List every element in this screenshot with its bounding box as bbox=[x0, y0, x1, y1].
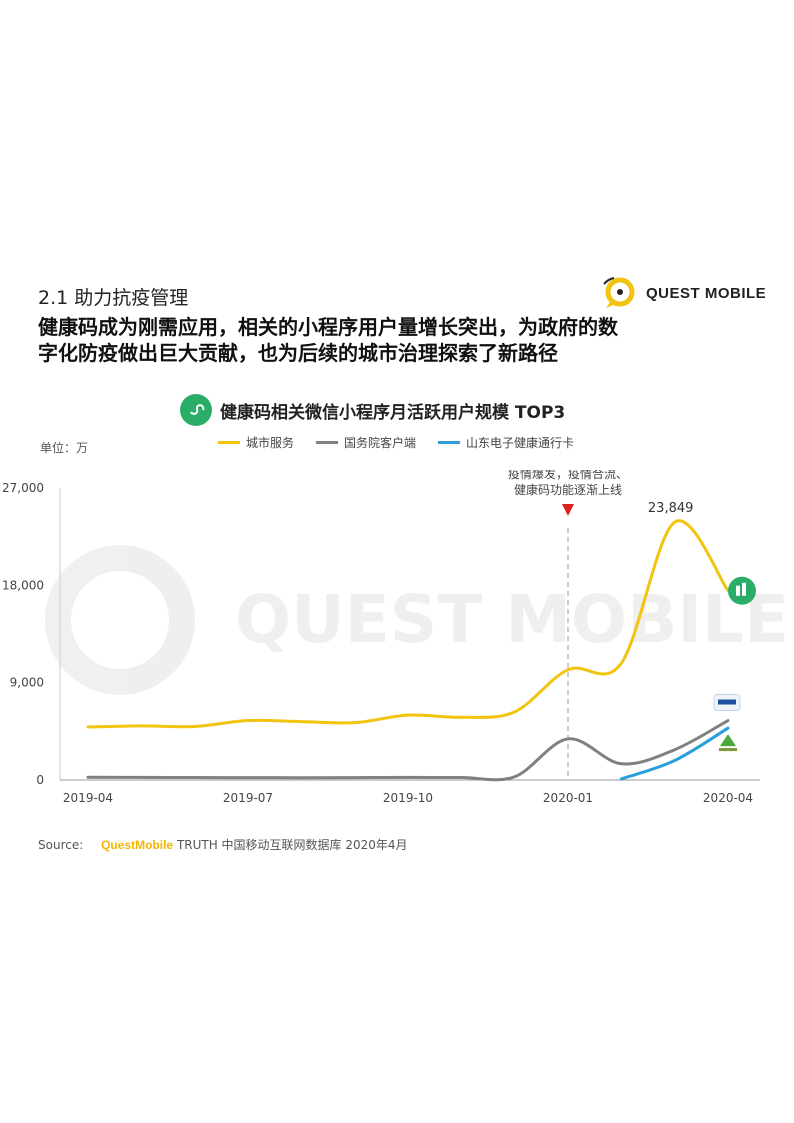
quest-mobile-logo-icon bbox=[603, 277, 635, 308]
state-council-app-icon bbox=[713, 694, 741, 712]
legend-item: 山东电子健康通行卡 bbox=[438, 434, 574, 451]
watermark-text: QUEST MOBILE bbox=[235, 581, 789, 658]
peak-data-label: 23,849 bbox=[648, 501, 694, 516]
x-tick-label: 2019-07 bbox=[223, 791, 273, 805]
brand-name: QUEST MOBILE bbox=[646, 284, 767, 302]
legend-item: 国务院客户端 bbox=[316, 434, 416, 451]
shandong-health-pass-icon bbox=[719, 734, 737, 752]
legend-swatch bbox=[218, 441, 240, 444]
unit-label: 单位：万 bbox=[40, 441, 89, 455]
source-line: Source: QuestMobile TRUTH 中国移动互联网数据库 202… bbox=[38, 836, 408, 853]
legend-item: 城市服务 bbox=[218, 434, 294, 451]
source-brand: QuestMobile bbox=[101, 838, 174, 852]
legend: 城市服务 国务院客户端 山东电子健康通行卡 bbox=[218, 434, 596, 451]
line-chart: QUEST MOBILE 0 9,000 18,000 27,000 2019-04 20… bbox=[2, 470, 789, 805]
mini-program-icon bbox=[180, 394, 212, 426]
series-line bbox=[86, 519, 730, 729]
chart-title-group: 健康码相关微信小程序月活跃用户规模 TOP3 bbox=[180, 394, 565, 426]
annotation-text: 疫情爆发，疫情合流、 bbox=[508, 470, 628, 481]
y-tick-label: 9,000 bbox=[10, 676, 44, 690]
legend-swatch bbox=[438, 441, 461, 444]
legend-swatch bbox=[316, 441, 339, 444]
watermark: QUEST MOBILE bbox=[45, 545, 789, 695]
section-title: 2.1 助力抗疫管理 bbox=[38, 287, 189, 309]
legend-label: 山东电子健康通行卡 bbox=[466, 436, 575, 450]
x-tick-label: 2020-01 bbox=[543, 791, 593, 805]
source-text: TRUTH 中国移动互联网数据库 2020年4月 bbox=[176, 838, 408, 852]
annotation-text: 健康码功能逐渐上线 bbox=[514, 482, 622, 497]
x-tick-label: 2019-04 bbox=[63, 791, 113, 805]
series-line bbox=[86, 719, 730, 782]
legend-label: 城市服务 bbox=[246, 436, 295, 450]
source-label: Source: bbox=[38, 838, 84, 852]
headline: 健康码成为刚需应用，相关的小程序用户量增长突出，为政府的数字化防疫做出巨大贡献，… bbox=[38, 315, 618, 365]
y-tick-label: 0 bbox=[36, 773, 44, 787]
x-tick-label: 2019-10 bbox=[383, 791, 433, 805]
chart-title: 健康码相关微信小程序月活跃用户规模 TOP3 bbox=[220, 402, 566, 423]
y-tick-label: 18,000 bbox=[2, 578, 44, 592]
y-tick-label: 27,000 bbox=[2, 481, 44, 495]
brand-logo: QUEST MOBILE bbox=[600, 276, 766, 310]
annotation-marker-icon bbox=[562, 504, 574, 516]
series-line bbox=[619, 726, 730, 781]
city-service-icon bbox=[728, 576, 756, 605]
x-tick-label: 2020-04 bbox=[703, 791, 753, 805]
legend-label: 国务院客户端 bbox=[344, 436, 417, 450]
